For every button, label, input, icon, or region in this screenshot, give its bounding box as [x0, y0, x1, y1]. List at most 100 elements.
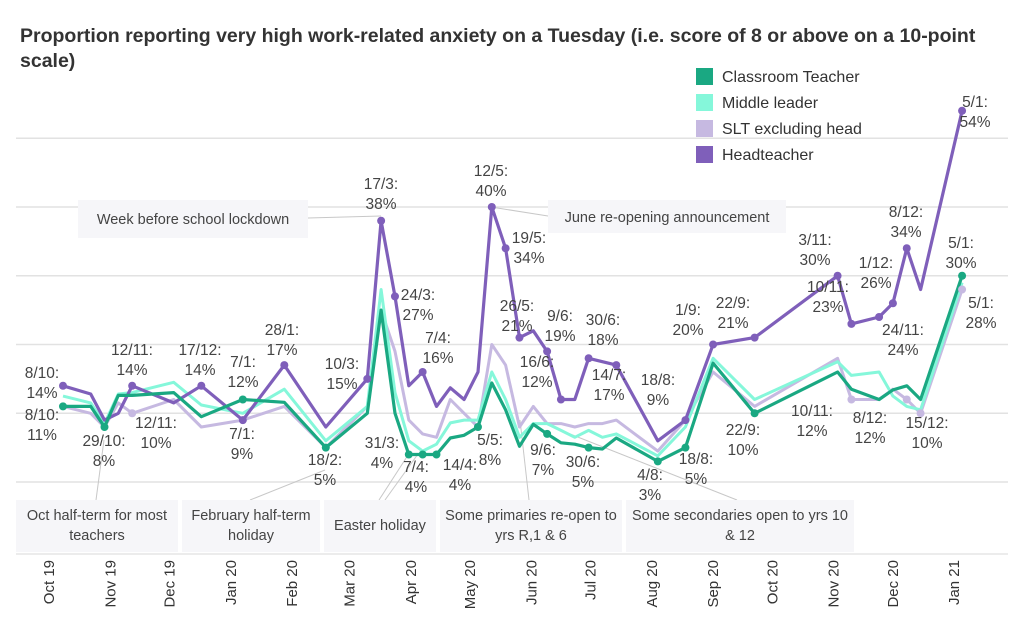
data-label: 9/6: 7%: [530, 442, 556, 479]
data-label-value: 11%: [27, 427, 57, 444]
data-label-date: 9/6:: [530, 442, 556, 459]
annotation-background: [548, 200, 786, 233]
data-label-date: 9/6:: [547, 308, 573, 325]
data-label: 7/1: 9%: [229, 426, 255, 463]
chart-title: Proportion reporting very high work-rela…: [20, 25, 976, 72]
x-tick-label: Feb 20: [284, 560, 301, 607]
data-label-date: 1/9:: [675, 302, 701, 319]
data-point-marker: [100, 423, 109, 431]
data-label: 19/5: 34%: [512, 230, 546, 267]
data-label-value: 21%: [501, 318, 532, 335]
data-label-value: 14%: [184, 362, 215, 379]
annotation-leader-line: [490, 206, 549, 217]
annotation-box: Some primaries re-open to yrs R,1 & 6: [440, 500, 622, 552]
data-label-value: 34%: [513, 250, 544, 267]
data-point-marker: [473, 423, 482, 431]
data-label-value: 17%: [593, 387, 624, 404]
x-tick-label: Apr 20: [403, 560, 420, 604]
data-label: 29/10: 8%: [82, 433, 125, 470]
data-label-date: 10/11:: [791, 403, 833, 420]
data-label: 16/6: 12%: [520, 354, 554, 391]
data-label-value: 4%: [449, 477, 472, 494]
data-label-value: 21%: [717, 315, 748, 332]
data-point-marker: [59, 402, 67, 411]
data-label: 1/9: 20%: [672, 302, 703, 339]
data-point-marker: [197, 381, 206, 390]
data-label-date: 17/3:: [364, 176, 398, 193]
data-label-value: 24%: [887, 342, 918, 359]
data-label-date: 16/6:: [520, 354, 554, 371]
data-point-marker: [59, 381, 67, 390]
data-point-marker: [321, 443, 330, 452]
data-label: 17/3: 38%: [364, 176, 398, 213]
series-line-classroom-teacher: [63, 275, 964, 463]
data-label-value: 4%: [371, 455, 394, 472]
legend-swatch: [696, 94, 713, 111]
data-label-date: 29/10:: [82, 433, 125, 450]
legend-swatch: [696, 68, 713, 85]
annotation-background: [324, 500, 436, 552]
data-label-date: 22/9:: [716, 295, 750, 312]
data-label: 4/8: 3%: [637, 467, 663, 504]
data-label-value: 10%: [727, 442, 758, 459]
data-label-date: 18/8:: [679, 451, 713, 468]
data-label-date: 5/1:: [948, 235, 974, 252]
data-label-value: 15%: [326, 376, 357, 393]
data-point-marker: [847, 395, 856, 404]
data-point-marker: [681, 443, 690, 452]
data-label-value: 9%: [647, 392, 670, 409]
annotation-box: Some secondaries open to yrs 10 & 12: [626, 500, 854, 552]
data-label: 8/12: 12%: [853, 410, 887, 447]
legend-swatch: [696, 120, 713, 137]
data-label-value: 40%: [475, 183, 506, 200]
data-label: 5/1: 54%: [959, 94, 990, 131]
data-point-marker: [128, 381, 137, 390]
data-label-date: 7/4:: [403, 459, 429, 476]
data-label-date: 5/1:: [962, 94, 988, 111]
legend-label: SLT excluding head: [722, 121, 862, 138]
data-label-date: 14/7:: [592, 367, 626, 384]
x-tick-label: Oct 19: [41, 560, 58, 604]
data-label: 10/11: 12%: [791, 403, 833, 440]
data-label-value: 12%: [521, 374, 552, 391]
x-tick-label: May 20: [462, 560, 479, 609]
data-point-marker: [681, 416, 690, 425]
data-label-date: 5/1:: [968, 295, 994, 312]
data-label-date: 10/3:: [325, 356, 359, 373]
data-label: 14/4: 4%: [443, 457, 477, 494]
annotation-text: February half-term holiday: [191, 508, 310, 544]
x-tick-label: Nov 20: [826, 560, 843, 608]
x-tick-label: Sep 20: [705, 560, 722, 608]
data-label-value: 9%: [231, 446, 254, 463]
data-label-date: 24/3:: [401, 287, 435, 304]
data-label-value: 3%: [639, 487, 662, 504]
annotation-text-line: June re-opening announcement: [565, 210, 770, 226]
data-point-marker: [404, 450, 413, 459]
data-label: 5/5: 8%: [477, 432, 503, 469]
data-label-date: 1/12:: [859, 255, 893, 272]
data-label-date: 5/5:: [477, 432, 503, 449]
data-point-marker: [515, 333, 524, 342]
data-point-marker: [958, 106, 967, 115]
data-label: 7/4: 16%: [422, 330, 453, 367]
x-tick-label: Jan 21: [946, 560, 963, 605]
annotation-box: Oct half-term for most teachers: [16, 500, 178, 552]
data-label-value: 34%: [890, 224, 921, 241]
data-label-value: 10%: [911, 435, 942, 452]
data-label-date: 12/11:: [135, 415, 177, 432]
data-label-date: 31/3:: [365, 435, 399, 452]
annotation-text: June re-opening announcement: [565, 210, 770, 226]
data-label: 24/3: 27%: [401, 287, 435, 324]
legend-item: Middle leader: [696, 94, 819, 112]
annotation-text: Some secondaries open to yrs 10 & 12: [632, 508, 848, 544]
data-label: 18/8: 5%: [679, 451, 713, 488]
data-label-value: 30%: [945, 255, 976, 272]
annotation-text-line: Some primaries re-open to: [445, 508, 617, 524]
legend-label: Classroom Teacher: [722, 69, 860, 86]
data-label-value: 7%: [532, 462, 555, 479]
x-tick-label: Aug 20: [644, 560, 661, 608]
annotation-text-line: February half-term: [191, 508, 310, 524]
series-line-slt-excluding-head: [62, 289, 964, 453]
data-label-value: 5%: [572, 474, 595, 491]
data-label: 22/9: 10%: [726, 422, 760, 459]
